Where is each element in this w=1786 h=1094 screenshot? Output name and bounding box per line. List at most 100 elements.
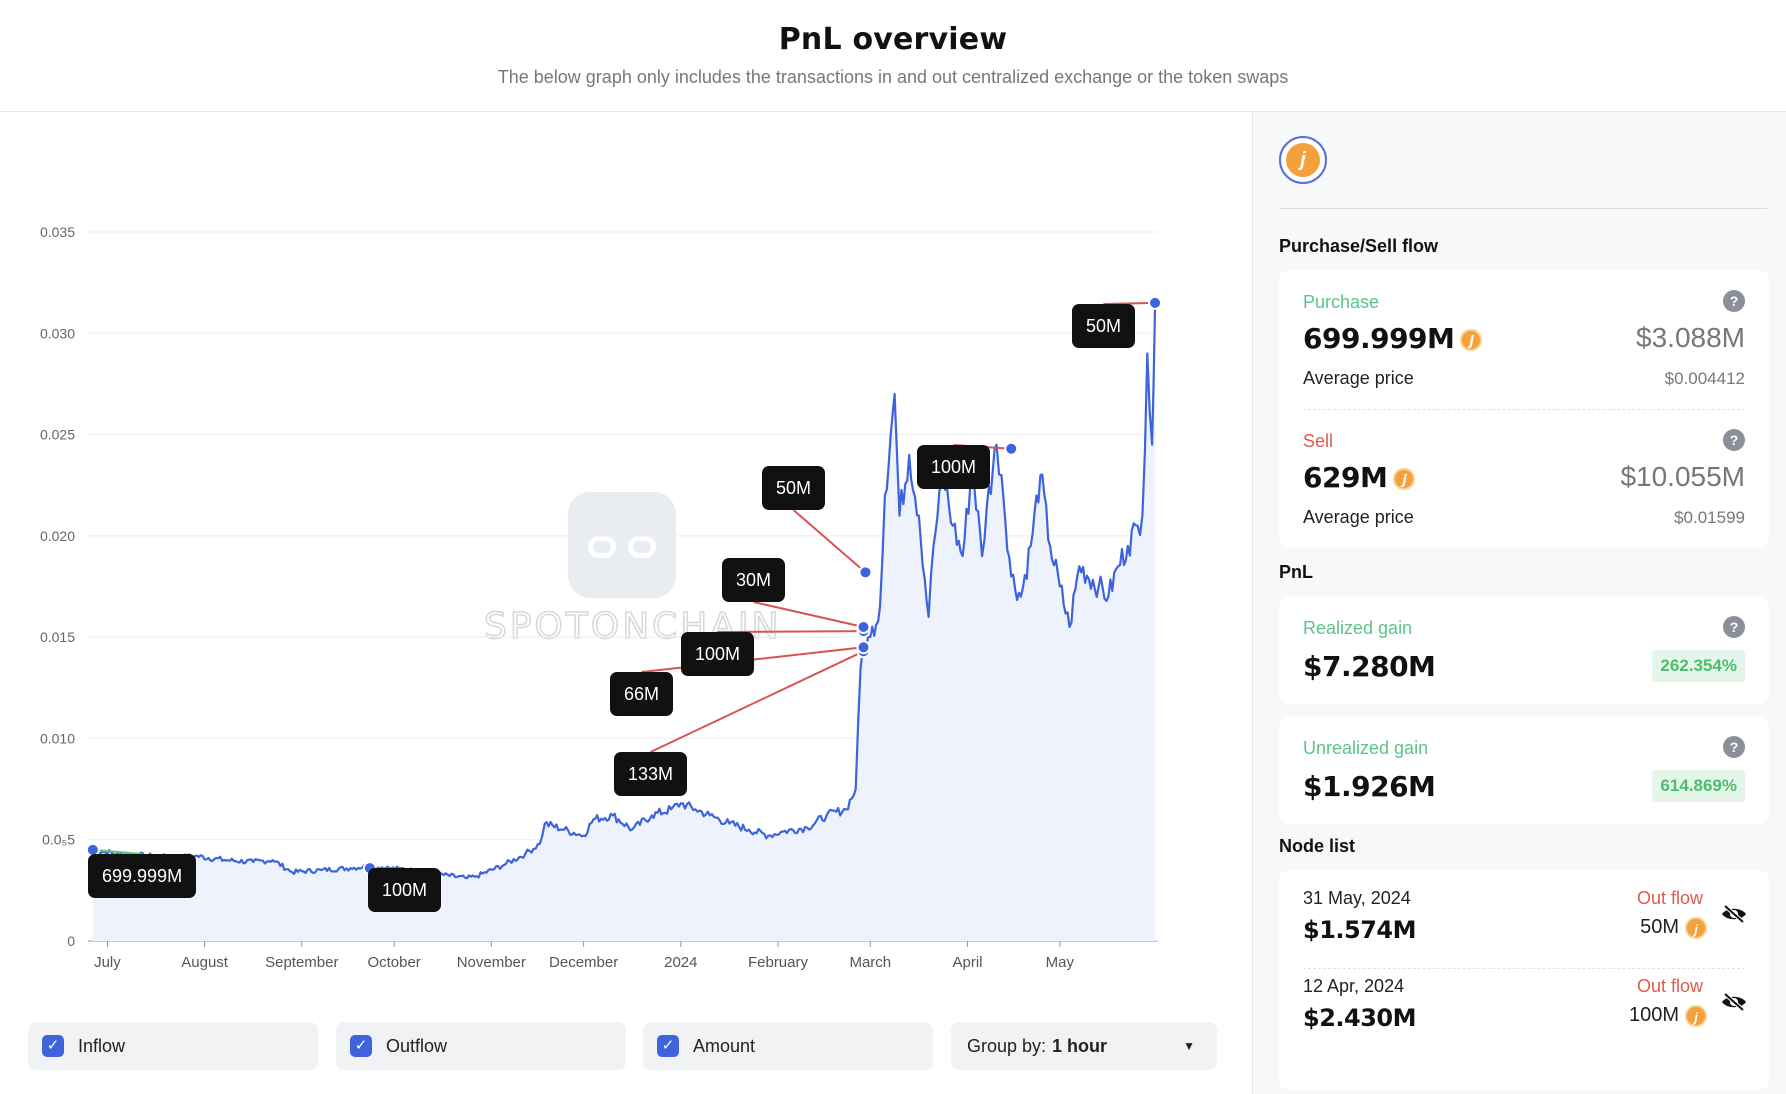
purchase-amount: 699.999M j (1303, 322, 1483, 355)
node-tag[interactable]: 100M (917, 445, 991, 489)
unrealized-gain-percent: 614.869% (1652, 770, 1745, 802)
token-coin-icon: j (1685, 1004, 1707, 1027)
realized-gain-label: Realized gain (1303, 618, 1413, 638)
watermark-logo-icon (568, 492, 676, 598)
node-date: 31 May, 2024 (1303, 888, 1411, 908)
x-tick-label: September (265, 954, 338, 971)
node-point (1148, 295, 1163, 310)
node-list-title: Node list (1279, 836, 1356, 856)
node-connector (753, 601, 864, 628)
eye-off-icon[interactable] (1721, 992, 1747, 1012)
node-connector (1103, 301, 1156, 305)
price-line (92, 302, 1157, 880)
inflow-toggle[interactable]: ✓ Inflow (28, 1022, 318, 1070)
outflow-checkbox[interactable]: ✓ (350, 1035, 372, 1057)
group-by-prefix: Group by: (967, 1035, 1047, 1056)
pnl-title: PnL (1279, 562, 1313, 582)
inflow-label: Inflow (78, 1035, 126, 1056)
node-tag[interactable]: 66M (610, 672, 674, 716)
node-connector (792, 509, 867, 574)
y-tick-label: 0.020 (40, 528, 75, 544)
purchase-usd: $3.088M (1636, 322, 1745, 353)
unrealized-gain-value: $1.926M (1303, 770, 1436, 803)
price-area (92, 302, 1156, 941)
amount-toggle[interactable]: ✓ Amount (643, 1022, 933, 1070)
y-tick-label: 0.035 (40, 224, 75, 240)
y-tick-label: 0.025 (40, 427, 75, 443)
node-tag[interactable]: 30M (722, 558, 786, 602)
node-date: 12 Apr, 2024 (1303, 976, 1405, 996)
sell-label: Sell (1303, 431, 1334, 451)
node-flow: Out flow (1636, 888, 1703, 908)
node-point (856, 620, 871, 635)
node-amount: 50M j (1640, 916, 1707, 939)
token-logo-icon: j (1279, 136, 1327, 184)
y-tick-label: 0.0₅5 (42, 832, 75, 848)
node-tag[interactable]: 100M (368, 868, 442, 912)
page-subtitle: The below graph only includes the transa… (497, 67, 1289, 87)
x-tick-label: July (94, 954, 121, 971)
node-tag[interactable]: 50M (1072, 304, 1136, 348)
divider (1303, 409, 1745, 410)
node-connector (650, 650, 864, 753)
purchase-label: Purchase (1303, 292, 1380, 312)
x-tick-label: 2024 (664, 954, 697, 971)
node-tag[interactable]: 133M (614, 752, 688, 796)
y-tick-label: 0 (67, 933, 75, 949)
node-usd: $1.574M (1303, 916, 1417, 944)
node-connector (717, 630, 864, 633)
token-coin-icon: j (1393, 468, 1416, 490)
page-header: PnL overview The below graph only includ… (0, 0, 1786, 112)
node-point (858, 565, 873, 580)
divider (1303, 968, 1745, 969)
token-coin-icon: j (1685, 916, 1707, 939)
price-chart[interactable]: 0 0.0₅5 0.010 0.015 0.020 0.025 0.030 0.035 July… (0, 112, 1252, 1002)
token-coin-icon: j (1460, 329, 1483, 351)
sell-avg-value: $0.01599 (1674, 508, 1745, 527)
purchase-avg-label: Average price (1303, 368, 1414, 388)
help-icon[interactable]: ? (1723, 290, 1745, 312)
outflow-label: Outflow (386, 1035, 448, 1056)
node-flow: Out flow (1636, 976, 1703, 996)
group-by-value: 1 hour (1052, 1035, 1108, 1056)
realized-gain-percent: 262.354% (1652, 650, 1745, 682)
node-list: 31 May, 2024 $1.574M Out flow 50M j 12 Ap… (1279, 870, 1769, 1090)
group-by-dropdown[interactable]: Group by: 1 hour ▼ (951, 1022, 1217, 1070)
x-tick-label: February (748, 954, 809, 971)
inflow-checkbox[interactable]: ✓ (42, 1035, 64, 1057)
purchase-sell-title: Purchase/Sell flow (1279, 236, 1439, 256)
node-connector (92, 848, 143, 855)
y-tick-label: 0.030 (40, 325, 75, 341)
y-tick-label: 0.010 (40, 730, 75, 746)
unrealized-gain-card: Unrealized gain ? $1.926M 614.869% (1279, 716, 1769, 824)
help-icon[interactable]: ? (1723, 616, 1745, 638)
node-point (856, 640, 871, 655)
list-item[interactable]: 12 Apr, 2024 $2.430M Out flow 100M j (1279, 970, 1769, 1070)
sell-avg-label: Average price (1303, 507, 1414, 527)
x-tick-label: August (181, 954, 229, 971)
amount-checkbox[interactable]: ✓ (657, 1035, 679, 1057)
eye-off-icon[interactable] (1721, 904, 1747, 924)
help-icon[interactable]: ? (1723, 736, 1745, 758)
purchase-sell-card: Purchase ? 699.999M j $3.088M Average pri… (1279, 270, 1769, 548)
list-item[interactable]: 31 May, 2024 $1.574M Out flow 50M j (1279, 870, 1769, 970)
x-tick-label: November (457, 954, 526, 971)
chevron-down-icon: ▼ (1183, 1039, 1195, 1053)
node-tag[interactable]: 50M (762, 466, 826, 510)
x-tick-label: April (952, 954, 982, 971)
amount-label: Amount (693, 1035, 756, 1056)
y-tick-label: 0.015 (40, 629, 75, 645)
realized-gain-card: Realized gain ? $7.280M 262.354% (1279, 596, 1769, 704)
page-title: PnL overview (778, 22, 1008, 57)
outflow-toggle[interactable]: ✓ Outflow (336, 1022, 626, 1070)
node-point (1004, 441, 1019, 456)
node-tag[interactable]: 699.999M (88, 854, 197, 898)
divider (1279, 208, 1767, 209)
realized-gain-value: $7.280M (1303, 650, 1436, 683)
node-amount: 100M j (1629, 1004, 1707, 1027)
sell-usd: $10.055M (1620, 461, 1745, 492)
chart-panel: SPOTONCHAIN 0 0.0₅5 0.010 0.015 0.020 0.025 0.… (0, 112, 1252, 1094)
node-tag[interactable]: 100M (681, 632, 755, 676)
help-icon[interactable]: ? (1723, 429, 1745, 451)
node-usd: $2.430M (1303, 1004, 1417, 1032)
